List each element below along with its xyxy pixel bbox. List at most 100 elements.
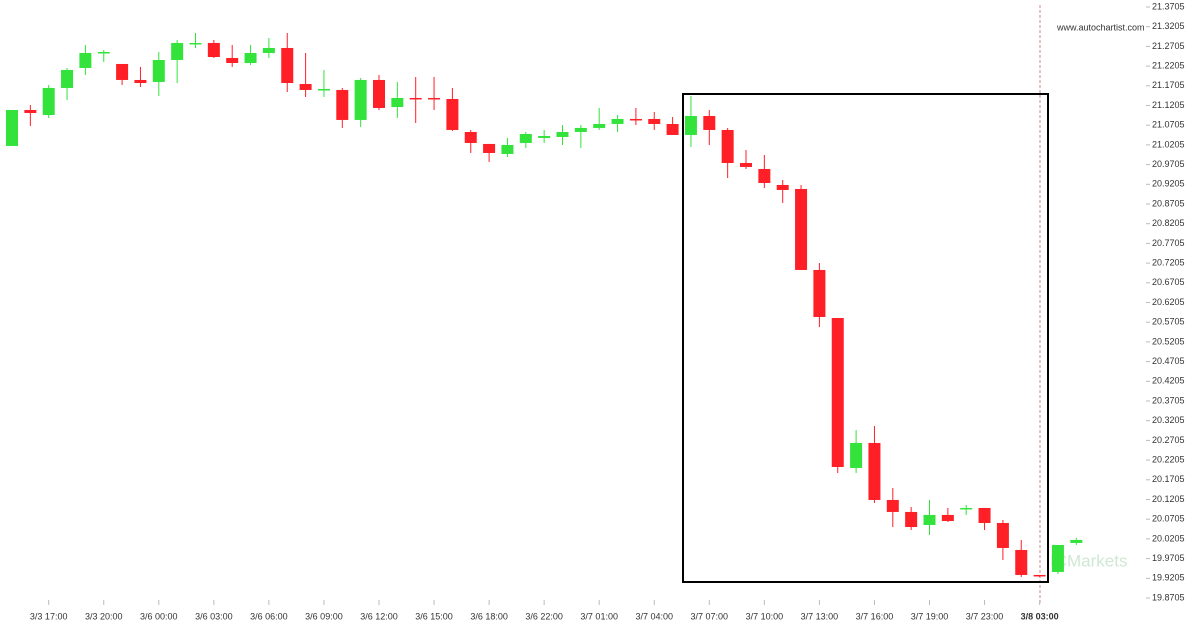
pattern-box	[682, 93, 1049, 583]
y-tick-label: 20.3705	[1152, 395, 1185, 405]
candle-body	[519, 133, 532, 143]
candle-body	[941, 514, 954, 522]
candle-body	[152, 59, 165, 82]
candle-body	[281, 47, 294, 84]
candle-body	[97, 51, 110, 54]
candle-body	[593, 123, 606, 128]
candle-body	[6, 109, 18, 146]
brand-watermark: ICMarkets	[1050, 551, 1127, 570]
y-tick-label: 20.7705	[1152, 238, 1185, 248]
x-tick-label: 3/7 19:00	[911, 611, 949, 621]
y-tick-label: 20.3205	[1152, 415, 1185, 425]
y-tick-label: 20.5705	[1152, 317, 1185, 327]
y-tick-label: 21.1705	[1152, 80, 1185, 90]
candle-body	[574, 127, 587, 132]
candle-body	[850, 442, 863, 468]
candle-body	[795, 188, 808, 270]
candle-body	[629, 118, 642, 121]
candle-body	[556, 131, 569, 137]
x-tick-label: 3/8 03:00	[1021, 611, 1059, 621]
y-tick-label: 20.4205	[1152, 376, 1185, 386]
candle-body	[905, 511, 918, 528]
candle-body	[1051, 544, 1064, 572]
candle-body	[446, 98, 459, 130]
candle-body	[116, 63, 129, 80]
x-tick-label: 3/6 22:00	[525, 611, 563, 621]
y-tick-label: 20.0205	[1152, 533, 1185, 543]
candle-body	[886, 499, 899, 512]
y-tick-label: 19.9205	[1152, 573, 1185, 583]
candle-body	[740, 162, 752, 167]
candle-body	[317, 88, 330, 91]
candle-body	[978, 507, 991, 523]
y-tick-label: 20.2205	[1152, 454, 1185, 464]
candle-body	[464, 131, 477, 143]
candle-body	[61, 69, 74, 88]
candle-body	[299, 83, 312, 90]
x-tick-label: 3/7 10:00	[746, 611, 784, 621]
candle-body	[391, 97, 404, 107]
candle-body	[336, 89, 349, 120]
y-tick-label: 21.0705	[1152, 120, 1185, 130]
candle-body	[538, 135, 551, 138]
x-tick-label: 3/6 09:00	[305, 611, 343, 621]
y-tick-label: 20.7205	[1152, 257, 1185, 267]
y-tick-label: 20.9205	[1152, 179, 1185, 189]
candle-body	[42, 87, 55, 115]
y-tick-label: 20.9705	[1152, 159, 1185, 169]
candle-body	[189, 42, 202, 45]
x-tick-label: 3/6 00:00	[140, 611, 178, 621]
candle-body	[703, 115, 716, 130]
candle-body	[354, 79, 367, 120]
x-tick-label: 3/6 18:00	[470, 611, 508, 621]
x-tick-label: 3/7 16:00	[856, 611, 894, 621]
x-tick-label: 3/7 23:00	[966, 611, 1004, 621]
y-tick-label: 20.4705	[1152, 356, 1185, 366]
candle-body	[373, 79, 385, 108]
y-tick-label: 19.8705	[1152, 592, 1185, 602]
candle-body	[868, 442, 881, 500]
y-tick-label: 19.9705	[1152, 553, 1185, 563]
candle-body	[409, 97, 422, 100]
x-tick-label: 3/6 15:00	[415, 611, 453, 621]
candle-body	[24, 109, 37, 113]
candle-body	[483, 143, 496, 153]
candle-body	[134, 79, 147, 84]
y-tick-label: 21.3205	[1152, 21, 1185, 31]
x-tick-label: 3/6 06:00	[250, 611, 288, 621]
candle-body	[813, 269, 826, 317]
y-tick-label: 21.2705	[1152, 41, 1185, 51]
candle-body	[207, 42, 220, 57]
y-tick-label: 21.2205	[1152, 60, 1185, 70]
candle-body	[428, 97, 441, 100]
y-tick-label: 20.1205	[1152, 494, 1185, 504]
y-tick-label: 20.8705	[1152, 198, 1185, 208]
y-tick-label: 20.6705	[1152, 277, 1185, 287]
candle-body	[831, 317, 844, 467]
candle-body	[923, 514, 936, 525]
y-tick-label: 21.0205	[1152, 139, 1185, 149]
x-tick-label: 3/7 07:00	[691, 611, 729, 621]
candle-body	[758, 168, 771, 183]
candle-body	[262, 47, 275, 53]
y-tick-label: 20.6205	[1152, 297, 1185, 307]
x-tick-label: 3/3 20:00	[85, 611, 123, 621]
y-tick-label: 20.2705	[1152, 435, 1185, 445]
candle-body	[1070, 539, 1083, 543]
candle-body	[171, 42, 184, 60]
y-tick-label: 20.5205	[1152, 336, 1185, 346]
x-tick-label: 3/7 04:00	[635, 611, 673, 621]
candle-body	[684, 115, 697, 135]
candle-body	[666, 123, 679, 135]
y-tick-label: 20.1705	[1152, 474, 1185, 484]
candle-body	[501, 144, 514, 154]
x-tick-label: 3/7 01:00	[580, 611, 618, 621]
y-tick-label: 21.3705	[1152, 1, 1185, 11]
candle-body	[960, 507, 973, 510]
candle-body	[721, 129, 734, 163]
candle-body	[776, 184, 789, 190]
watermark: www.autochartist.com	[1056, 22, 1145, 32]
candle-body	[996, 522, 1009, 548]
y-tick-label: 21.1205	[1152, 100, 1185, 110]
